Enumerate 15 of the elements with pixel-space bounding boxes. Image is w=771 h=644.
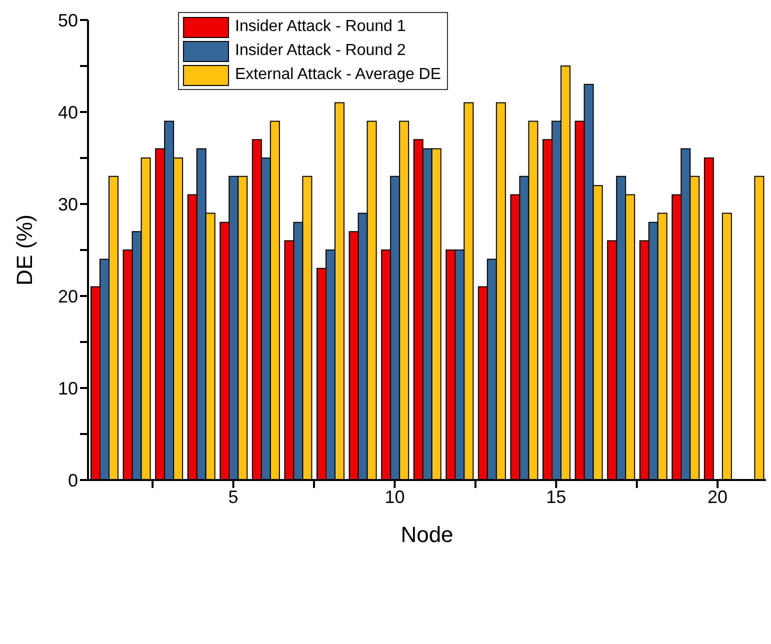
- legend-label: Insider Attack - Round 2: [235, 42, 406, 60]
- x-tick-label: 15: [546, 486, 566, 507]
- y-tick-label: 50: [58, 10, 78, 30]
- y-tick-label: 20: [58, 286, 78, 306]
- y-tick-label: 0: [68, 470, 78, 490]
- y-tick-label: 10: [58, 378, 78, 398]
- x-tick-label: 10: [384, 486, 405, 507]
- x-tick-label: 20: [708, 486, 728, 507]
- legend-label: Insider Attack - Round 1: [235, 18, 406, 36]
- x-axis-title: Node: [400, 522, 454, 547]
- x-tick-label: 5: [228, 486, 238, 507]
- y-tick-label: 40: [58, 102, 78, 122]
- y-tick-label: 30: [58, 194, 78, 214]
- legend-label: External Attack - Average DE: [235, 66, 442, 84]
- y-axis-title: DE (%): [12, 214, 37, 286]
